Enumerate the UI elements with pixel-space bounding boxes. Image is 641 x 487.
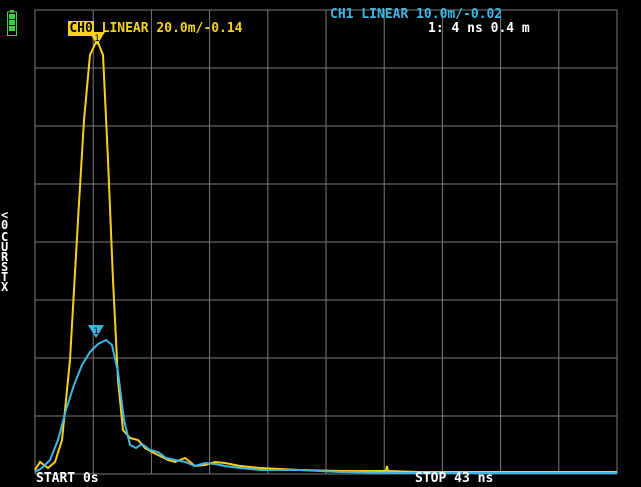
stop-label: STOP 43 ns (415, 471, 494, 486)
marker-readout: 1: 4 ns 0.4 m (428, 21, 530, 36)
ch0-format-scale[interactable]: LINEAR 20.0m/-0.14 (93, 21, 243, 36)
svg-text:1: 1 (94, 34, 99, 44)
ch0-tag[interactable]: CH0 (68, 21, 94, 36)
ch1-marker[interactable]: 1 (88, 325, 104, 338)
grid (34, 9, 618, 475)
ch1-header[interactable]: CH1 LINEAR 10.0m/-0.02 (330, 7, 503, 22)
svg-text:1: 1 (93, 327, 98, 337)
side-menu-label[interactable]: <0 CURSTX (1, 208, 9, 294)
battery-icon (7, 10, 17, 36)
ch0-header[interactable]: CH0 LINEAR 20.0m/-0.14 (37, 8, 243, 50)
start-label: START 0s (36, 471, 99, 486)
ch1-trace (34, 338, 617, 474)
